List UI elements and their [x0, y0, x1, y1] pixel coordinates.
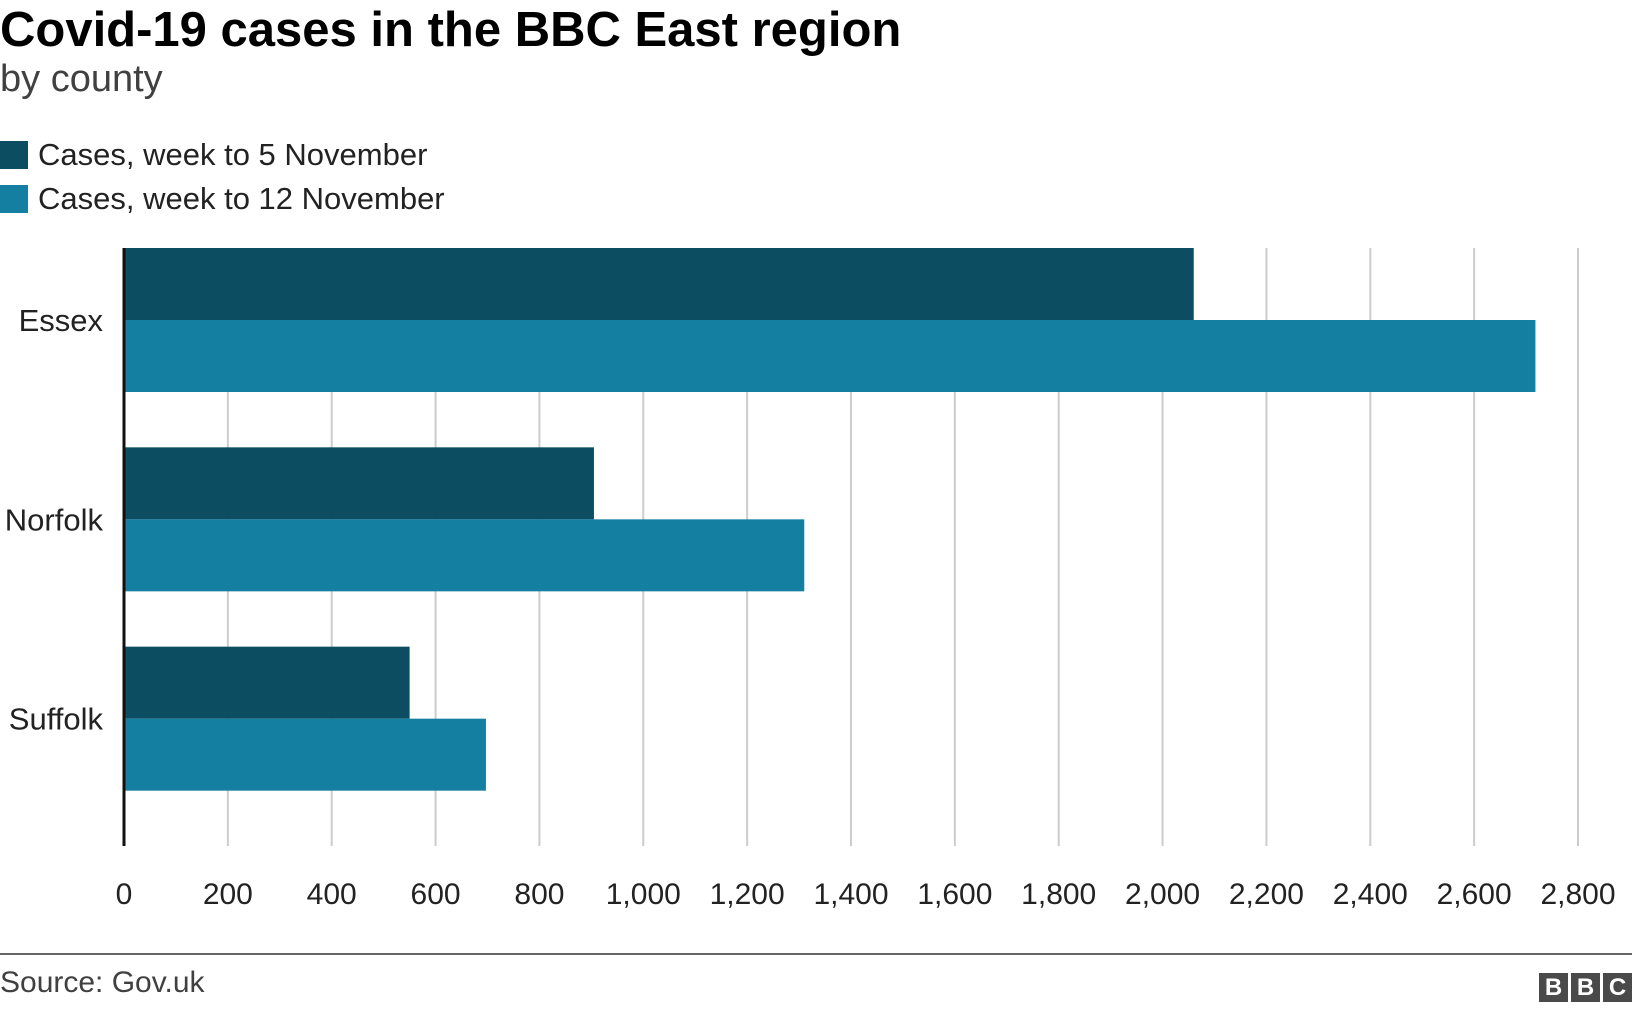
- x-tick-label: 200: [203, 878, 253, 911]
- x-tick-label: 2,800: [1540, 878, 1615, 911]
- x-tick-label: 2,000: [1125, 878, 1200, 911]
- x-tick-label: 1,600: [917, 878, 992, 911]
- bar: [124, 646, 410, 719]
- x-tick-label: 400: [307, 878, 357, 911]
- bbc-logo-letter: C: [1603, 973, 1632, 1002]
- x-tick-label: 2,600: [1437, 878, 1512, 911]
- bar: [124, 320, 1536, 392]
- legend-item-series-2: Cases, week to 12 November: [0, 177, 445, 221]
- x-tick-label: 1,800: [1021, 878, 1096, 911]
- y-category-label: Essex: [19, 303, 104, 338]
- x-tick-label: 800: [514, 878, 564, 911]
- bar-chart: 0 200 400 600 800 1,000 1,200 1,400 1,600 1,800 2,…: [5, 248, 1616, 911]
- bar: [124, 248, 1194, 320]
- legend-swatch-series-1: [0, 141, 28, 169]
- bar: [124, 447, 594, 520]
- x-tick-label: 600: [411, 878, 461, 911]
- x-tick-label: 2,400: [1333, 878, 1408, 911]
- x-tick-label: 2,200: [1229, 878, 1304, 911]
- legend-label-series-2: Cases, week to 12 November: [38, 181, 445, 216]
- y-category-label: Suffolk: [9, 702, 104, 737]
- chart-subtitle: by county: [0, 58, 163, 100]
- legend: Cases, week to 5 November Cases, week to…: [0, 133, 445, 221]
- bar: [124, 718, 486, 791]
- source-note: Source: Gov.uk: [0, 966, 205, 999]
- x-tick-label: 1,000: [606, 878, 681, 911]
- legend-swatch-series-2: [0, 185, 28, 213]
- bbc-logo: B B C: [1539, 973, 1632, 1002]
- x-tick-label: 1,400: [813, 878, 888, 911]
- y-category-label: Norfolk: [5, 502, 104, 537]
- footer-divider: [0, 953, 1632, 955]
- x-tick-label: 1,200: [710, 878, 785, 911]
- legend-label-series-1: Cases, week to 5 November: [38, 137, 428, 172]
- chart-title: Covid-19 cases in the BBC East region: [0, 3, 902, 57]
- bbc-logo-letter: B: [1539, 973, 1568, 1002]
- bar: [124, 519, 805, 592]
- bbc-logo-letter: B: [1571, 973, 1600, 1002]
- legend-item-series-1: Cases, week to 5 November: [0, 133, 445, 177]
- x-tick-label: 0: [116, 878, 133, 911]
